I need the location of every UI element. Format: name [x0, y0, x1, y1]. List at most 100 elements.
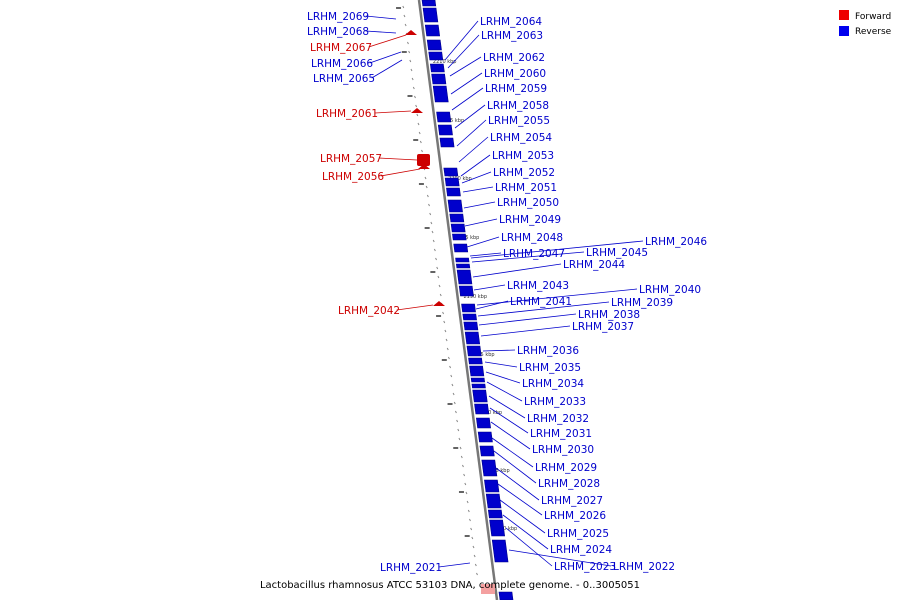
minor-tick	[421, 149, 423, 153]
gene-label[interactable]: LRHM_2023	[554, 561, 616, 573]
gene-label[interactable]: LRHM_2043	[507, 280, 569, 292]
gene-label[interactable]: LRHM_2026	[544, 510, 606, 522]
minor-tick	[419, 140, 422, 144]
gene-label[interactable]: LRHM_2056	[322, 171, 384, 183]
legend-forward-label: Forward	[855, 12, 891, 22]
label-leader-line	[469, 252, 502, 257]
reverse-gene-glyph	[447, 199, 463, 213]
label-leader-line	[495, 467, 540, 501]
minor-tick	[403, 14, 406, 18]
minor-tick	[444, 329, 447, 333]
minor-tick	[425, 185, 428, 189]
gene-label[interactable]: LRHM_2039	[611, 297, 673, 309]
reverse-gene-glyph	[450, 223, 466, 233]
minor-tick	[446, 347, 449, 351]
reverse-gene-glyph	[491, 539, 509, 563]
reverse-gene-glyph	[463, 321, 479, 331]
gene-label[interactable]: LRHM_2021	[380, 562, 442, 574]
gene-label[interactable]: LRHM_2066	[311, 58, 373, 70]
gene-label[interactable]: LRHM_2024	[550, 544, 612, 556]
gene-label[interactable]: LRHM_2057	[320, 153, 382, 165]
gene-label[interactable]: LRHM_2036	[517, 345, 579, 357]
gene-label[interactable]: LRHM_2042	[338, 305, 400, 317]
reverse-swatch	[839, 26, 849, 36]
minor-tick	[459, 446, 462, 450]
gene-label[interactable]: LRHM_2067	[310, 42, 372, 54]
gene-label[interactable]: LRHM_2027	[541, 495, 603, 507]
label-leader-line	[374, 110, 412, 114]
gene-label[interactable]: LRHM_2063	[481, 30, 543, 42]
reverse-gene-glyph	[456, 269, 473, 285]
reverse-gene-glyph	[421, 0, 437, 7]
gene-label[interactable]: LRHM_2058	[487, 100, 549, 112]
genome-caption: Lactobacillus rhamnosus ATCC 53103 DNA, …	[260, 580, 640, 591]
label-leader-line	[462, 186, 494, 193]
gene-label[interactable]: LRHM_2025	[547, 528, 609, 540]
gene-label[interactable]: LRHM_2028	[538, 478, 600, 490]
gene-label[interactable]: LRHM_2049	[499, 214, 561, 226]
gene-label[interactable]: LRHM_2022	[613, 561, 675, 573]
label-leader-line	[472, 263, 562, 278]
gene-label[interactable]: LRHM_2030	[532, 444, 594, 456]
gene-label[interactable]: LRHM_2051	[495, 182, 557, 194]
minor-tick	[410, 68, 413, 72]
minor-tick	[428, 203, 430, 207]
label-leader-line	[493, 450, 537, 484]
reverse-gene-glyph	[444, 177, 460, 187]
minor-tick	[411, 77, 414, 81]
gene-label[interactable]: LRHM_2040	[639, 284, 701, 296]
minor-tick	[433, 248, 436, 252]
gene-label[interactable]: LRHM_2048	[501, 232, 563, 244]
gene-label[interactable]: LRHM_2059	[485, 83, 547, 95]
reverse-gene-glyph	[452, 233, 467, 241]
minor-tick	[409, 59, 412, 63]
reverse-gene-glyph	[471, 383, 486, 389]
gene-label[interactable]: LRHM_2045	[586, 247, 648, 259]
gene-label[interactable]: LRHM_2033	[524, 396, 586, 408]
gene-label[interactable]: LRHM_2061	[316, 108, 378, 120]
minor-tick	[450, 374, 453, 378]
gene-label[interactable]: LRHM_2035	[519, 362, 581, 374]
forward-gene-glyph	[481, 584, 495, 594]
gene-label[interactable]: LRHM_2065	[313, 73, 375, 85]
gene-label[interactable]: LRHM_2032	[527, 413, 589, 425]
reverse-gene-glyph	[426, 39, 442, 51]
gene-label[interactable]: LRHM_2060	[484, 68, 546, 80]
gene-label[interactable]: LRHM_2052	[493, 167, 555, 179]
reverse-gene-glyph	[487, 509, 503, 519]
label-leader-line	[450, 72, 483, 95]
scale-tick-label: 2170 kbp	[494, 526, 518, 532]
minor-tick	[414, 95, 416, 99]
forward-gene-glyph	[417, 154, 430, 166]
reverse-gene-glyph	[439, 137, 455, 148]
reverse-gene-glyph	[428, 51, 444, 61]
reverse-gene-glyph	[477, 431, 493, 443]
gene-label[interactable]: LRHM_2041	[510, 296, 572, 308]
gene-label[interactable]: LRHM_2050	[497, 197, 559, 209]
gene-label[interactable]: LRHM_2047	[503, 248, 565, 260]
minor-tick	[473, 554, 476, 558]
gene-label[interactable]: LRHM_2037	[572, 321, 634, 333]
gene-label[interactable]: LRHM_2044	[563, 259, 625, 271]
scale-tick-label: 2175 kbp	[486, 468, 510, 474]
gene-label[interactable]: LRHM_2054	[490, 132, 552, 144]
gene-label[interactable]: LRHM_2046	[645, 236, 707, 248]
gene-label[interactable]: LRHM_2069	[307, 11, 369, 23]
label-leader-line	[378, 157, 418, 161]
gene-label[interactable]: LRHM_2068	[307, 26, 369, 38]
gene-label[interactable]: LRHM_2031	[530, 428, 592, 440]
minor-tick	[439, 293, 442, 297]
gene-label[interactable]: LRHM_2053	[492, 150, 554, 162]
label-leader-line	[478, 313, 577, 326]
label-leader-line	[460, 154, 491, 177]
gene-label[interactable]: LRHM_2062	[483, 52, 545, 64]
gene-label[interactable]: LRHM_2038	[578, 309, 640, 321]
minor-tick	[464, 482, 467, 486]
gene-label[interactable]: LRHM_2064	[480, 16, 542, 28]
minor-tick	[474, 563, 477, 567]
gene-label[interactable]: LRHM_2055	[488, 115, 550, 127]
gene-label[interactable]: LRHM_2029	[535, 462, 597, 474]
label-leader-line	[471, 251, 585, 263]
minor-tick	[469, 518, 471, 522]
gene-label[interactable]: LRHM_2034	[522, 378, 584, 390]
